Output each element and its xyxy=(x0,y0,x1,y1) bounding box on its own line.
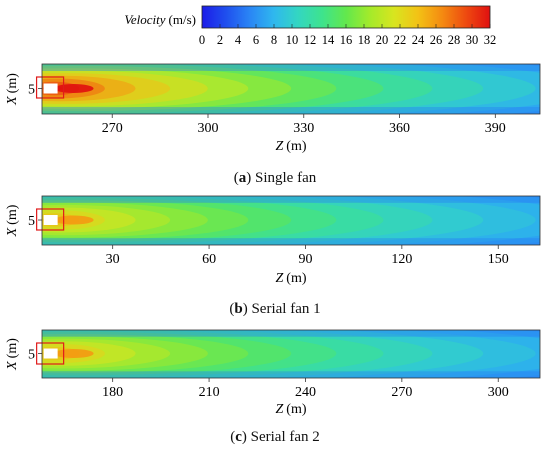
colorbar-tick-label: 16 xyxy=(340,33,353,47)
colorbar-tick-label: 14 xyxy=(322,33,335,47)
x-tick-label: 60 xyxy=(202,252,216,267)
fan-body-b xyxy=(43,215,58,226)
colorbar-tick-label: 2 xyxy=(217,33,223,47)
fan-body-a xyxy=(43,83,58,94)
caption-b-text: Serial fan 1 xyxy=(251,301,321,317)
x-tick-label: 210 xyxy=(199,385,220,400)
x-tick-label: 300 xyxy=(488,385,509,400)
colorbar-tick-label: 6 xyxy=(253,33,259,47)
panels: 270 300 330 360 390 5 Z (m) X(m) 30 60 90 120 150 5 Z (m… xyxy=(5,63,541,417)
caption-c-letter: c xyxy=(235,429,242,445)
x-tick-label: 270 xyxy=(391,385,412,400)
colorbar-tick-label: 22 xyxy=(394,33,407,47)
x-tick-label: 390 xyxy=(485,121,506,136)
colorbar-tick-label: 8 xyxy=(271,33,277,47)
panel-b: 30 60 90 120 150 5 Z (m) X(m) xyxy=(5,195,541,286)
colorbar-tick-label: 10 xyxy=(286,33,299,47)
y-axis-label: X(m) xyxy=(5,73,20,106)
velocity-field-b xyxy=(42,196,540,245)
panel-a: 270 300 330 360 390 5 Z (m) X(m) xyxy=(5,63,541,154)
colorbar-tick-label: 20 xyxy=(376,33,389,47)
y-tick-label: 5 xyxy=(28,214,35,229)
x-tick-label: 360 xyxy=(389,121,410,136)
x-tick-label: 30 xyxy=(106,252,120,267)
panel-frame-a xyxy=(41,63,541,115)
colorbar-label-italic: Velocity xyxy=(124,12,165,27)
panel-frame-b xyxy=(41,195,541,246)
fan-marker-box-b xyxy=(36,208,65,231)
caption-b: (b) Serial fan 1 xyxy=(229,301,321,317)
colorbar-ticks: 0 2 4 6 8 10 12 14 16 18 20 22 24 26 28 30 32 xyxy=(199,24,496,47)
fan-marker-box-c xyxy=(36,342,65,365)
colorbar-tick-label: 0 xyxy=(199,33,205,47)
x-tick-label: 180 xyxy=(102,385,123,400)
colorbar-tick-label: 12 xyxy=(304,33,317,47)
y-tick-label: 5 xyxy=(28,83,35,98)
fan-body-c xyxy=(43,348,58,359)
colorbar-tick-label: 28 xyxy=(448,33,461,47)
panel-c: 180 210 240 270 300 5 Z (m) X(m) xyxy=(5,329,541,417)
x-tick-label: 150 xyxy=(488,252,509,267)
colorbar-tick-label: 26 xyxy=(430,33,443,47)
colorbar-label-unit: (m/s) xyxy=(169,12,196,27)
colorbar-tick-label: 30 xyxy=(466,33,479,47)
caption-c: (c) Serial fan 2 xyxy=(230,429,320,445)
x-axis-label: Z (m) xyxy=(275,402,306,417)
x-tick-label: 300 xyxy=(198,121,219,136)
caption-a: (a) Single fan xyxy=(233,170,317,186)
y-axis-label: X(m) xyxy=(5,338,20,371)
x-tick-label: 270 xyxy=(102,121,123,136)
fan-marker-box-a xyxy=(35,76,65,99)
x-tick-label: 330 xyxy=(293,121,314,136)
colorbar-tick-label: 24 xyxy=(412,33,425,47)
velocity-field-a xyxy=(42,64,540,114)
colorbar-tick-label: 32 xyxy=(484,33,497,47)
caption-a-text: Single fan xyxy=(255,170,317,186)
y-axis-label: X(m) xyxy=(5,204,20,237)
colorbar: Velocity (m/s) 0 2 4 6 8 10 12 14 16 18 20 22 24 26 28 3… xyxy=(124,5,496,47)
panel-frame-c xyxy=(41,329,541,379)
y-tick-label: 5 xyxy=(28,348,35,363)
caption-b-letter: b xyxy=(234,301,243,317)
x-axis-label: Z (m) xyxy=(275,139,306,154)
colorbar-label: Velocity (m/s) xyxy=(124,12,196,27)
x-axis-label: Z (m) xyxy=(275,271,306,286)
caption-a-letter: a xyxy=(238,170,247,186)
x-tick-label: 90 xyxy=(298,252,312,267)
colorbar-tick-label: 18 xyxy=(358,33,371,47)
caption-c-text: Serial fan 2 xyxy=(250,429,320,445)
x-tick-label: 120 xyxy=(391,252,412,267)
velocity-field-c xyxy=(42,330,540,378)
colorbar-tick-label: 4 xyxy=(235,33,242,47)
x-tick-label: 240 xyxy=(295,385,316,400)
